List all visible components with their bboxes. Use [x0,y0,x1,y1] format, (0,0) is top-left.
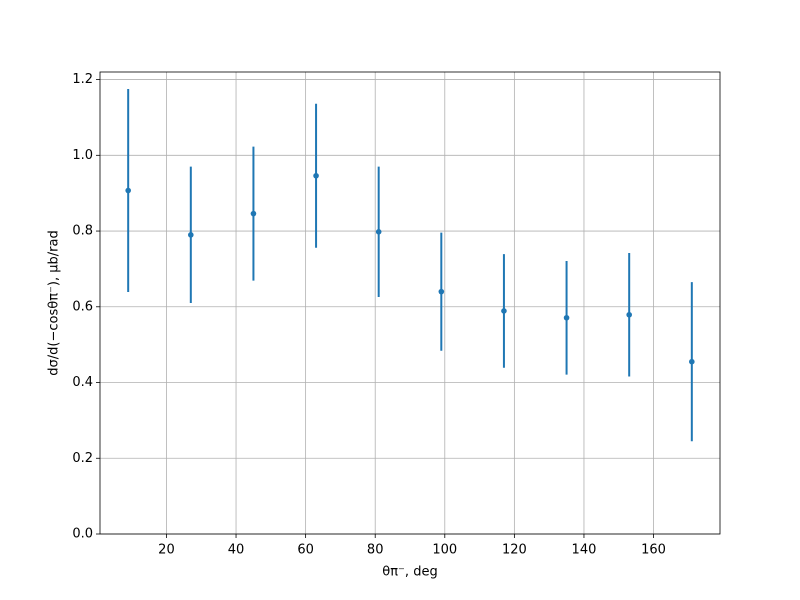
data-point [188,232,194,238]
x-axis-label: θπ⁻, deg [382,565,437,580]
y-tick-label: 1.0 [72,148,93,163]
y-tick-label: 0.2 [72,451,93,466]
data-point [125,187,131,194]
y-tick-label: 1.2 [72,72,93,87]
x-tick-label: 100 [432,543,457,558]
y-tick-label: 0.4 [72,375,93,390]
data-point [375,229,382,235]
y-tick-label: 0.6 [72,299,93,314]
data-point [313,172,319,179]
data-point [438,288,445,295]
x-tick-label: 80 [367,543,384,558]
y-tick-label: 0.0 [72,527,93,542]
y-tick-label: 0.8 [72,224,93,239]
x-tick-label: 20 [158,543,175,558]
x-tick-label: 120 [502,543,527,558]
data-point [626,311,632,318]
x-tick-label: 160 [641,543,666,558]
data-point [689,358,695,365]
data-point [501,308,507,314]
data-point [250,210,257,217]
plot-frame [99,71,721,535]
x-tick-label: 140 [572,543,597,558]
x-tick-label: 60 [297,543,314,558]
y-axis-label: dσ/d(−cosθπ⁻), μb/rad [47,230,62,375]
data-point [563,314,570,321]
x-tick-label: 40 [228,543,245,558]
